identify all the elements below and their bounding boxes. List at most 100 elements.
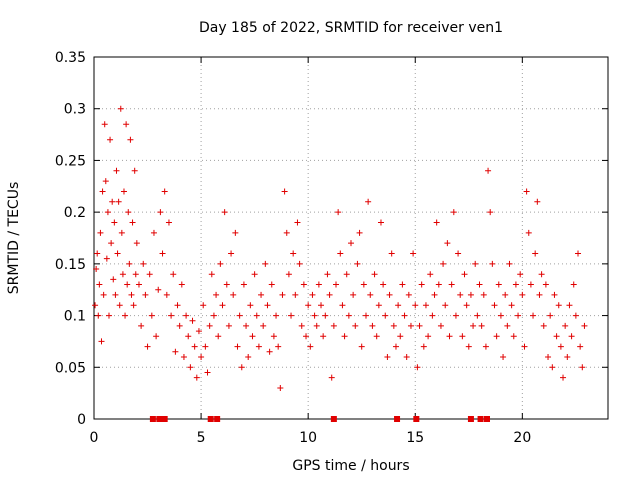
data-point xyxy=(115,198,122,205)
data-point xyxy=(446,333,453,340)
data-point xyxy=(148,312,155,319)
data-point xyxy=(354,260,361,267)
data-point xyxy=(380,281,387,288)
data-point xyxy=(551,291,558,298)
data-point xyxy=(474,312,481,319)
data-point xyxy=(489,260,496,267)
data-point xyxy=(525,229,532,236)
data-point xyxy=(260,322,267,329)
data-point xyxy=(547,312,554,319)
data-point xyxy=(200,302,207,309)
data-point xyxy=(412,302,419,309)
data-point xyxy=(365,198,372,205)
data-point xyxy=(240,281,247,288)
data-point xyxy=(275,343,282,350)
data-point xyxy=(159,250,166,257)
data-point xyxy=(465,343,472,350)
data-point xyxy=(165,219,172,226)
data-point xyxy=(313,322,320,329)
data-point xyxy=(566,302,573,309)
data-point xyxy=(114,250,121,257)
data-point xyxy=(478,322,485,329)
data-point xyxy=(247,302,254,309)
data-point xyxy=(111,219,118,226)
data-point xyxy=(225,322,232,329)
data-point xyxy=(172,348,179,355)
data-point xyxy=(358,343,365,350)
x-tick-label: 5 xyxy=(197,430,206,446)
data-point xyxy=(243,322,250,329)
data-point xyxy=(527,281,534,288)
axis-ticks: 0 0.05 0.1 0.15 0.2 0.25 0.3 0.35 0 5 10 15 20 xyxy=(55,50,608,446)
zero-markers xyxy=(149,416,490,422)
x-tick-label: 15 xyxy=(406,430,424,446)
data-point xyxy=(112,291,119,298)
data-point xyxy=(493,333,500,340)
data-point xyxy=(401,312,408,319)
data-point xyxy=(390,322,397,329)
data-point xyxy=(399,281,406,288)
data-point xyxy=(103,255,110,262)
data-point xyxy=(545,353,552,360)
data-point xyxy=(320,333,327,340)
data-point xyxy=(99,188,106,195)
y-tick-label: 0.15 xyxy=(55,257,86,273)
data-point xyxy=(215,333,222,340)
data-point xyxy=(416,322,423,329)
data-point xyxy=(150,229,157,236)
data-point xyxy=(575,250,582,257)
data-point xyxy=(113,167,120,174)
data-point xyxy=(217,260,224,267)
data-point xyxy=(553,333,560,340)
data-point xyxy=(153,333,160,340)
data-point xyxy=(288,312,295,319)
data-point xyxy=(440,260,447,267)
data-point xyxy=(418,281,425,288)
data-point xyxy=(532,250,539,257)
zero-value-marker xyxy=(330,416,337,422)
data-point xyxy=(101,121,108,128)
zero-value-marker xyxy=(477,416,484,422)
data-point xyxy=(521,343,528,350)
data-point xyxy=(135,281,142,288)
data-point xyxy=(155,286,162,293)
data-point xyxy=(324,271,331,278)
data-point xyxy=(345,312,352,319)
data-point xyxy=(132,271,139,278)
data-point xyxy=(420,343,427,350)
data-point xyxy=(290,250,297,257)
data-point xyxy=(238,364,245,371)
y-tick-label: 0.25 xyxy=(55,153,86,169)
data-point xyxy=(375,302,382,309)
data-point xyxy=(228,250,235,257)
data-point xyxy=(506,260,513,267)
grid-lines xyxy=(94,57,608,419)
data-point xyxy=(298,322,305,329)
data-point xyxy=(119,271,126,278)
data-point xyxy=(206,322,213,329)
plot-frame xyxy=(93,56,609,420)
data-point xyxy=(123,121,130,128)
data-point xyxy=(270,333,277,340)
data-point xyxy=(309,291,316,298)
data-point xyxy=(281,188,288,195)
data-point xyxy=(467,291,474,298)
data-point xyxy=(333,281,340,288)
data-point xyxy=(208,271,215,278)
data-point xyxy=(459,333,466,340)
data-point xyxy=(307,343,314,350)
data-point xyxy=(425,333,432,340)
data-point xyxy=(386,291,393,298)
data-point xyxy=(369,322,376,329)
data-point xyxy=(300,281,307,288)
data-point xyxy=(266,348,273,355)
data-point xyxy=(232,229,239,236)
data-point xyxy=(339,302,346,309)
data-point xyxy=(104,209,111,216)
data-point xyxy=(427,271,434,278)
data-point xyxy=(195,328,202,335)
data-point xyxy=(523,188,530,195)
y-tick-label: 0.3 xyxy=(64,102,86,118)
x-tick-label: 20 xyxy=(513,430,531,446)
data-point xyxy=(457,291,464,298)
